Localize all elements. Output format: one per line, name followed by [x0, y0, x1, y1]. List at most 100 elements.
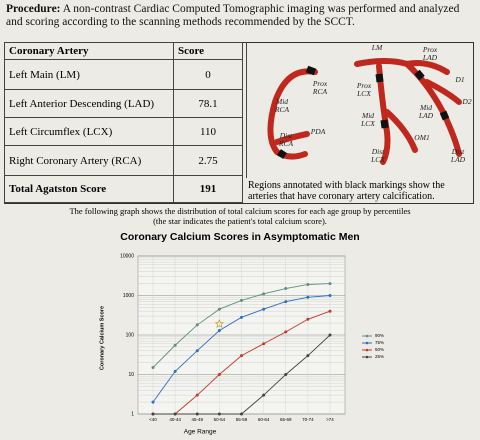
legend-marker [365, 334, 369, 338]
x-tick-label: 55-59 [236, 417, 248, 422]
legend-label: 90% [375, 333, 384, 338]
artery-label: Dist LCX [371, 147, 385, 164]
total-score: 191 [173, 175, 243, 203]
data-point [240, 412, 243, 416]
data-point [306, 354, 310, 358]
data-point [262, 342, 266, 346]
calcification [380, 119, 389, 129]
data-point [151, 400, 155, 404]
data-point [306, 295, 310, 299]
x-tick-label: 60-64 [258, 417, 270, 422]
data-point [195, 393, 199, 397]
legend-marker [365, 341, 369, 345]
legend-label: 75% [375, 340, 384, 345]
artery: Left Circumflex (LCX) [4, 117, 174, 146]
calcification [439, 110, 450, 121]
artery-drawing [267, 58, 462, 165]
data-point [284, 287, 288, 291]
data-point [217, 412, 221, 416]
lad [354, 58, 462, 157]
artery-label: OM1 [414, 133, 430, 142]
score: 110 [173, 117, 243, 146]
artery: Right Coronary Artery (RCA) [4, 145, 174, 176]
pda [274, 131, 310, 145]
artery-label: PDA [310, 127, 326, 136]
chart: Coronary Calcium Scores in Asymptomatic … [99, 231, 384, 436]
score-table: Coronary Artery Score Left Main (LM) 0 Lef… [4, 42, 243, 203]
data-point [240, 315, 243, 319]
data-point [306, 317, 310, 321]
calcification [375, 73, 384, 83]
data-point [284, 373, 288, 376]
graph-note: (the star indicates the patient's total … [153, 216, 327, 226]
calcification [414, 69, 425, 81]
procedure: Procedure: A non-contrast Cardiac Comput… [6, 3, 472, 29]
data-point [217, 328, 221, 332]
data-point [284, 300, 288, 304]
chart-title: Coronary Calcium Scores in Asymptomatic … [120, 231, 359, 243]
total-label: Total Agatston Score [4, 175, 174, 203]
patient-star [214, 318, 225, 328]
procedure-label: Procedure: [6, 3, 61, 15]
legend-label: 25% [375, 354, 384, 359]
x-tick-label: 65-69 [280, 417, 292, 422]
data-point [173, 343, 177, 347]
data-point [195, 412, 199, 416]
legend-label: 50% [375, 347, 384, 352]
note: Regions annotated with black markings sh… [248, 180, 445, 202]
data-point [173, 412, 177, 416]
y-tick-label: 10 [128, 372, 134, 378]
data-point [151, 412, 155, 416]
data-point [195, 349, 199, 353]
calcification [277, 149, 287, 159]
legend-marker [365, 348, 369, 352]
data-point [240, 298, 243, 302]
artery-label: D1 [455, 75, 465, 84]
data-point [195, 323, 199, 327]
x-tick-label: 40-44 [169, 417, 181, 422]
data-point [284, 330, 288, 334]
artery: Left Anterior Descending (LAD) [4, 89, 174, 118]
artery-label: Mid RCA [274, 97, 290, 114]
data-point [328, 309, 332, 313]
artery-label: Prox LCX [356, 81, 372, 98]
data-point [262, 393, 266, 397]
artery-label: Prox RCA [312, 79, 328, 96]
data-point [240, 354, 243, 358]
artery-label: Prox LAD [422, 45, 438, 62]
y-tick-label: 10000 [120, 253, 134, 259]
data-point [262, 307, 266, 311]
d2 [424, 79, 462, 105]
artery-label: Dist LAD [450, 147, 466, 164]
score: 2.75 [173, 145, 243, 176]
om1 [384, 109, 418, 153]
data-point [328, 282, 332, 286]
artery-diagram: LM Prox LAD D1 D2 Prox RCA Prox LCX Mid … [246, 42, 473, 178]
score: 0 [173, 59, 243, 90]
x-tick-label: 70-74 [302, 417, 314, 422]
x-tick-label: >74 [326, 417, 334, 422]
d1 [404, 60, 450, 75]
data-point [217, 307, 221, 311]
artery: Left Main (LM) [4, 59, 174, 90]
y-tick-label: 100 [126, 332, 135, 338]
header-cell: Coronary Artery [4, 42, 174, 60]
calcification [305, 65, 317, 76]
x-axis-label: Age Range [184, 429, 217, 436]
score: 78.1 [173, 89, 243, 118]
data-point [151, 366, 155, 370]
artery-label: D2 [462, 97, 472, 106]
artery-label: Mid LAD [418, 103, 434, 120]
procedure-text: A non-contrast Cardiac Computed Tomograp… [6, 3, 460, 28]
x-tick-label: <40 [149, 417, 157, 422]
lcx [376, 63, 391, 165]
data-point [306, 282, 310, 286]
y-tick-label: 1 [131, 411, 134, 417]
legend-marker [365, 355, 369, 359]
x-tick-label: 45-49 [191, 417, 203, 422]
x-tick-label: 50-54 [214, 417, 226, 422]
data-point [328, 294, 332, 297]
graph-intro: The following graph shows the distributi… [69, 206, 411, 216]
artery-label: Dist RCA [278, 131, 294, 148]
